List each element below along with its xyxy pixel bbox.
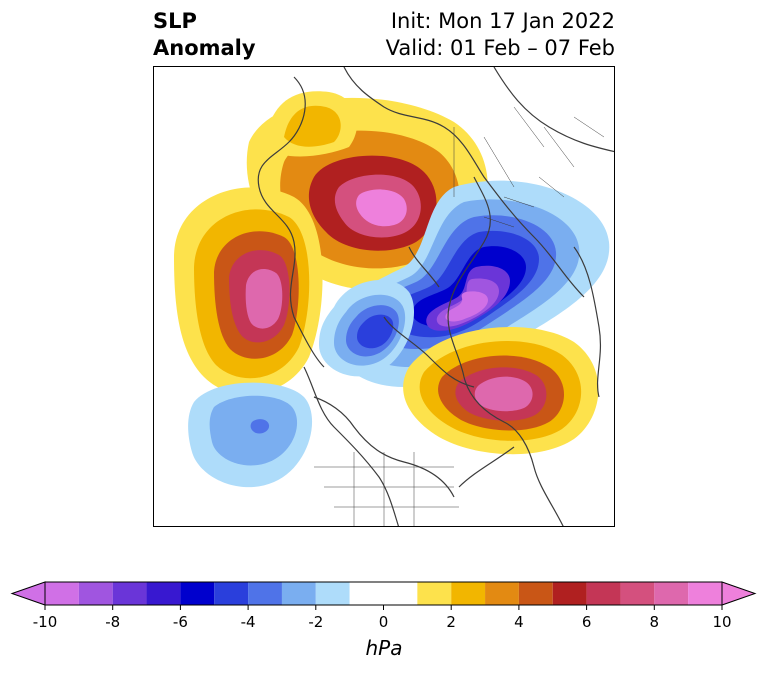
colorbar-tick-label: 4 xyxy=(514,613,524,631)
colorbar-tick-label: 8 xyxy=(650,613,660,631)
colorbar-tick-label: 10 xyxy=(712,613,731,631)
valid-range: Valid: 01 Feb – 07 Feb xyxy=(385,36,615,60)
map-title: SLP Anomaly xyxy=(153,8,256,62)
colorbar-tick-label: -6 xyxy=(173,613,188,631)
anomaly-north-atlantic-high xyxy=(403,327,599,455)
colorbar-unit-label: hPa xyxy=(365,636,403,660)
anomaly-map xyxy=(174,67,614,526)
map-panel xyxy=(153,66,615,527)
map-subtitle: Init: Mon 17 Jan 2022 Valid: 01 Feb – 07… xyxy=(386,8,615,62)
colorbar-bin xyxy=(451,582,486,605)
colorbar-bin xyxy=(586,582,621,605)
colorbar-extend-low xyxy=(10,581,46,606)
title-variable: SLP xyxy=(153,9,197,33)
colorbar-bin xyxy=(180,582,215,605)
colorbar-bin xyxy=(485,582,519,605)
colorbar-bin xyxy=(112,582,147,605)
colorbar-tick-label: 6 xyxy=(582,613,592,631)
coastlines xyxy=(257,67,614,526)
colorbar-bin xyxy=(620,582,655,605)
colorbar-tick-label: -8 xyxy=(105,613,120,631)
country-borders xyxy=(314,106,605,526)
colorbar: -10 -8 -6 -4 -2 0 2 4 6 8 10 xyxy=(10,581,757,631)
colorbar-tick-label: -4 xyxy=(241,613,256,631)
colorbar-tick-label: 2 xyxy=(446,613,456,631)
title-field: Anomaly xyxy=(153,36,256,60)
colorbar-bin xyxy=(518,582,553,605)
colorbar-bin xyxy=(281,582,316,605)
anomaly-north-pacific-high xyxy=(174,187,323,395)
colorbar-tick-label: -10 xyxy=(33,613,58,631)
colorbar-bin xyxy=(417,582,452,605)
init-date: Init: Mon 17 Jan 2022 xyxy=(390,9,615,33)
colorbar-bin xyxy=(552,582,587,605)
anomaly-polar-low xyxy=(319,180,610,387)
colorbar-bin xyxy=(688,582,722,605)
colorbar-bin xyxy=(349,582,418,605)
colorbar-bin xyxy=(214,582,249,605)
colorbar-bin xyxy=(315,582,350,605)
anomaly-arm xyxy=(264,91,358,157)
colorbar-tick-label: 0 xyxy=(379,613,389,631)
colorbar-extend-high xyxy=(721,581,757,606)
colorbar-tick-label: -2 xyxy=(308,613,323,631)
colorbar-bin xyxy=(654,582,689,605)
anomaly-east-pacific-low xyxy=(188,382,313,488)
colorbar-bin xyxy=(248,582,282,605)
colorbar-bin xyxy=(45,582,79,605)
colorbar-bin xyxy=(146,582,181,605)
colorbar-bin xyxy=(78,582,113,605)
